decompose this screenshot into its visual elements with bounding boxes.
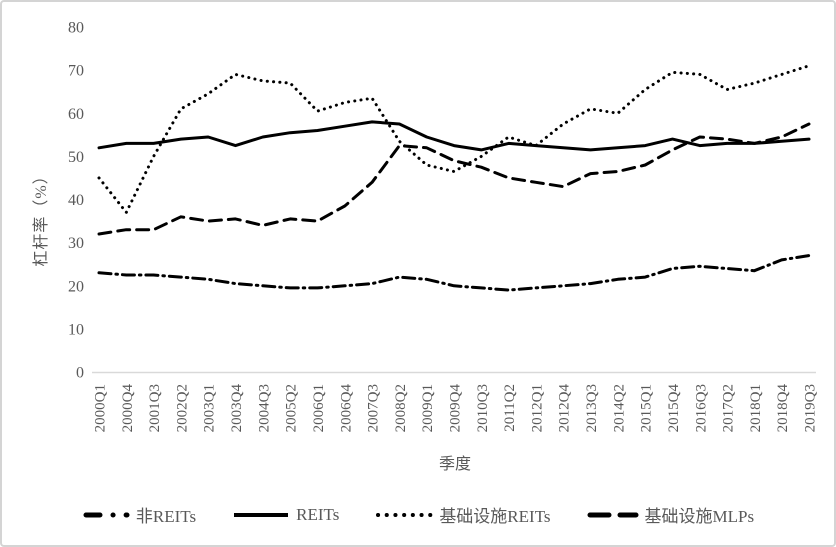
- x-tick-label: 2019Q3: [803, 384, 819, 432]
- x-tick-label: 2001Q3: [147, 384, 163, 432]
- legend-item-non-reits: 非REITs: [82, 502, 196, 527]
- y-tick-label: 30: [68, 235, 84, 252]
- x-tick-label: 2003Q1: [202, 384, 218, 432]
- x-tick-label: 2000Q4: [120, 384, 136, 433]
- x-tick-label: 2012Q1: [529, 384, 545, 432]
- x-tick-label: 2012Q4: [557, 384, 573, 433]
- series-line-dashed: [97, 122, 811, 236]
- legend-label-infra-mlps: 基础设施MLPs: [644, 507, 755, 526]
- series-line-solid: [97, 120, 811, 152]
- y-tick-label: 60: [68, 106, 84, 123]
- y-axis-title: 杠杆率（%）: [33, 167, 50, 267]
- x-tick-label: 2008Q2: [393, 384, 409, 432]
- x-tick-label: 2003Q4: [229, 384, 245, 433]
- x-tick-label: 2006Q1: [311, 384, 327, 432]
- x-tick-label: 2017Q2: [721, 384, 737, 432]
- x-tick-label: 2011Q2: [502, 384, 518, 432]
- legend-label-infra-reits: 基础设施REITs: [439, 507, 551, 526]
- x-tick-label: 2016Q3: [693, 384, 709, 432]
- x-tick-label: 2015Q4: [666, 384, 682, 433]
- legend-item-infra-reits: 基础设施REITs: [375, 502, 551, 527]
- dash-dot-line-icon: [83, 512, 130, 517]
- x-tick-label: 2013Q3: [584, 384, 600, 432]
- legend-label-non-reits: 非REITs: [135, 507, 197, 526]
- x-tick-label: 2009Q1: [420, 384, 436, 432]
- x-tick-label: 2000Q1: [93, 384, 109, 432]
- x-axis-title: 季度: [438, 456, 471, 473]
- plot-area: 0 10 20 30 40 50 60 70 80 2000Q1 2000Q4 2001Q3 2002Q…: [68, 20, 819, 433]
- x-tick-label: 2002Q2: [174, 384, 190, 432]
- x-tick-label: 2018Q1: [748, 384, 764, 432]
- legend: 非REITs REITs 基础设施REITs 基础设施MLPs: [2, 502, 834, 527]
- x-tick-label: 2018Q4: [775, 384, 791, 433]
- y-tick-label: 70: [68, 63, 84, 80]
- y-tick-label: 40: [68, 192, 84, 209]
- series-line-dotted: [97, 64, 811, 214]
- series-line-dashdot: [97, 254, 811, 292]
- dashed-line-icon: [587, 512, 639, 517]
- x-tick-label: 2014Q2: [611, 384, 627, 432]
- y-tick-label: 80: [68, 20, 84, 37]
- x-tick-label: 2010Q3: [475, 384, 491, 432]
- y-tick-label: 10: [68, 321, 84, 338]
- x-tick-label: 2009Q4: [448, 384, 464, 433]
- x-tick-label: 2004Q3: [256, 384, 272, 432]
- dotted-line-icon: [376, 512, 434, 517]
- y-tick-label: 0: [76, 365, 84, 382]
- solid-line-icon: [234, 512, 289, 517]
- legend-label-reits: REITs: [296, 504, 340, 524]
- legend-item-infra-mlps: 基础设施MLPs: [587, 502, 755, 527]
- y-tick-label: 50: [68, 149, 84, 166]
- x-tick-label: 2007Q3: [366, 384, 382, 432]
- y-tick-label: 20: [68, 278, 84, 295]
- x-tick-label: 2015Q1: [639, 384, 655, 432]
- x-tick-label: 2006Q4: [338, 384, 354, 433]
- legend-item-reits: REITs: [232, 505, 339, 525]
- x-tick-label: 2005Q2: [284, 384, 300, 432]
